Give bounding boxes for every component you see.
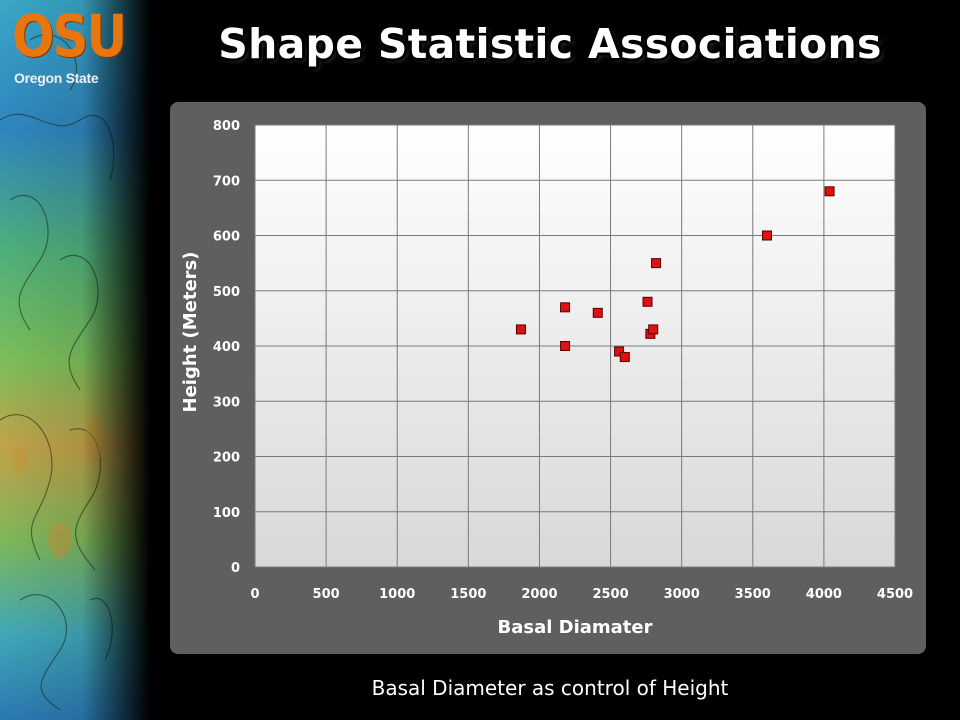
data-point	[619, 352, 630, 363]
x-tick-label: 2500	[592, 587, 628, 602]
y-tick-label: 400	[213, 340, 240, 355]
slide-caption: Basal Diameter as control of Height	[371, 676, 729, 700]
y-tick-labels: 0 100 200 300 400 500 600 700 800	[213, 119, 240, 576]
data-point	[592, 307, 603, 318]
x-axis-label: Basal Diamater	[497, 617, 652, 638]
gridlines	[254, 124, 896, 568]
data-point	[648, 324, 659, 335]
scatter-chart: 0 500 1000 1500 2000 2500 3000 3500 4000 4500 0 10…	[180, 119, 913, 638]
x-tick-label: 1500	[450, 587, 486, 602]
data-point	[560, 302, 571, 313]
y-tick-label: 800	[213, 119, 240, 134]
data-points	[515, 186, 835, 363]
x-tick-label: 2000	[521, 587, 557, 602]
y-tick-label: 100	[213, 506, 240, 521]
data-point	[560, 341, 571, 351]
x-tick-labels: 0 500 1000 1500 2000 2500 3000 3500 4000 4500	[250, 587, 913, 602]
x-tick-label: 4500	[877, 587, 913, 602]
x-tick-label: 3500	[735, 587, 771, 602]
x-tick-label: 4000	[806, 587, 842, 602]
data-point	[651, 258, 662, 269]
x-tick-label: 1000	[379, 587, 415, 602]
x-tick-label: 0	[250, 587, 259, 602]
y-tick-label: 500	[213, 285, 240, 300]
data-point	[824, 186, 835, 197]
y-axis-label: Height (Meters)	[180, 252, 201, 413]
topographic-map-strip	[0, 0, 150, 720]
y-tick-label: 300	[213, 395, 240, 410]
data-point	[762, 230, 772, 241]
data-point	[642, 296, 653, 307]
x-tick-label: 500	[313, 587, 340, 602]
data-point	[515, 324, 526, 335]
slide-title: Shape Statistic Associations	[218, 20, 882, 68]
logo-subtitle: Oregon State	[14, 70, 99, 86]
data-point	[614, 346, 625, 357]
x-tick-label: 3000	[664, 587, 700, 602]
osu-logo: OSU Oregon State	[12, 2, 127, 86]
y-tick-label: 200	[213, 451, 240, 466]
y-tick-label: 600	[213, 230, 240, 245]
y-tick-label: 0	[231, 561, 240, 576]
logo-mark: OSU	[12, 2, 127, 70]
y-tick-label: 700	[213, 174, 240, 189]
